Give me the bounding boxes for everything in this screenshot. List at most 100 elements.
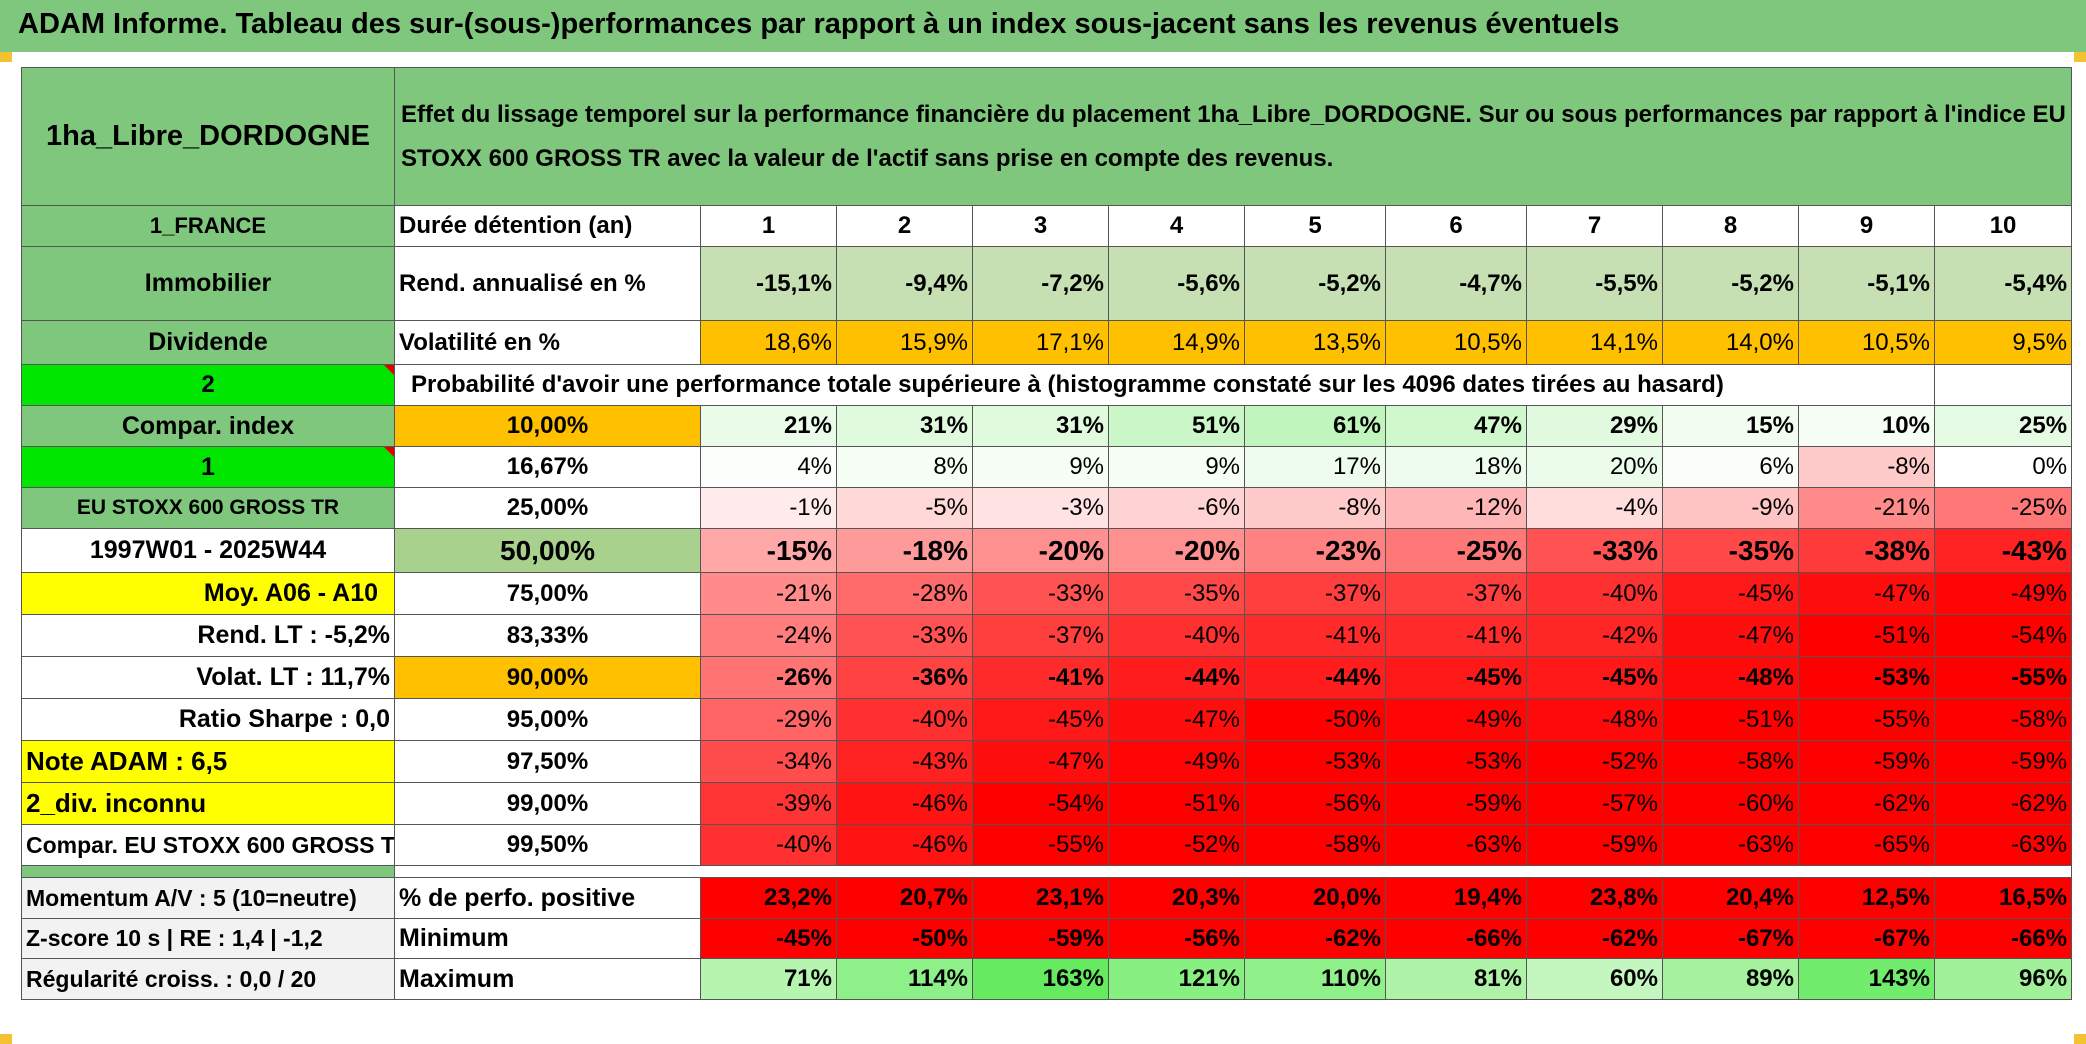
probability-cell: 61% [1244,405,1386,447]
probability-cell: -53% [1244,740,1386,783]
probability-cell: -25% [1385,528,1527,573]
probability-cell: 18% [1385,446,1527,488]
probability-threshold: 83,33% [394,614,701,657]
year-header: 5 [1244,205,1386,247]
probability-cell: -54% [972,782,1109,825]
probability-cell: 31% [972,405,1109,447]
probability-cell: -62% [1798,782,1935,825]
probability-cell: -51% [1108,782,1245,825]
probability-threshold: 50,00% [394,528,701,573]
probability-cell: -9% [1662,487,1799,529]
probability-cell: -37% [972,614,1109,657]
probability-cell: 31% [836,405,973,447]
probability-cell: -63% [1662,824,1799,866]
max-cell: 81% [1385,958,1527,1000]
max-cell: 96% [1933,958,2073,1000]
probability-cell: -20% [1108,528,1245,573]
corner-marker [2074,1034,2086,1044]
probability-cell: 51% [1108,405,1245,447]
rend-cell: -5,5% [1526,246,1663,321]
zscore-label: Z-score 10 s | RE : 1,4 | -1,2 [21,918,395,959]
probability-cell: -18% [836,528,973,573]
probability-cell: -59% [1526,824,1663,866]
pos-cell: 16,5% [1933,877,2073,919]
momentum-label: Momentum A/V : 5 (10=neutre) [21,877,395,919]
probability-cell: -28% [836,572,973,615]
probability-cell: -48% [1526,698,1663,741]
probability-cell: -21% [700,572,837,615]
probability-cell: -23% [1244,528,1386,573]
pos-cell: 12,5% [1798,877,1935,919]
probability-cell: -52% [1108,824,1245,866]
probability-cell: -37% [1385,572,1527,615]
probability-cell: 21% [700,405,837,447]
probability-cell: 0% [1933,446,2073,488]
probability-cell: -59% [1385,782,1527,825]
min-cell: -50% [836,918,973,959]
separator-cell [21,865,395,878]
probability-cell: -58% [1933,698,2073,741]
probability-cell: -55% [1933,656,2073,699]
probability-cell: -29% [700,698,837,741]
corner-marker [2074,52,2086,62]
probability-cell: -8% [1244,487,1386,529]
probability-cell: -33% [836,614,973,657]
probability-cell: -63% [1933,824,2073,866]
probability-cell: -47% [972,740,1109,783]
probability-cell: -24% [700,614,837,657]
min-cell: -67% [1798,918,1935,959]
vol-cell: 14,1% [1526,320,1663,365]
probability-cell: 10% [1798,405,1935,447]
vol-cell: 14,9% [1108,320,1245,365]
vol-cell: 10,5% [1798,320,1935,365]
probability-cell: -40% [1108,614,1245,657]
pos-cell: 23,2% [700,877,837,919]
rend-cell: -5,2% [1244,246,1386,321]
probability-cell: -40% [836,698,973,741]
probability-cell: -21% [1798,487,1935,529]
probability-cell: -58% [1244,824,1386,866]
vol-cell: 15,9% [836,320,973,365]
probability-cell: -62% [1933,782,2073,825]
year-header: 8 [1662,205,1799,247]
min-cell: -62% [1244,918,1386,959]
min-cell: -62% [1526,918,1663,959]
probability-cell: -60% [1662,782,1799,825]
probability-cell: -47% [1108,698,1245,741]
duree-label: Durée détention (an) [394,205,701,247]
performance-table: 1ha_Libre_DORDOGNE Effet du lissage temp… [21,67,2073,1000]
vol-label: Volatilité en % [394,320,701,365]
probability-cell: -5% [836,487,973,529]
probability-cell: -57% [1526,782,1663,825]
year-header: 10 [1933,205,2073,247]
left-label-moy: Moy. A06 - A10 [21,572,395,615]
max-cell: 143% [1798,958,1935,1000]
probability-cell: 15% [1662,405,1799,447]
rend-cell: -15,1% [700,246,837,321]
category-label: Immobilier [21,246,395,321]
probability-cell: -26% [700,656,837,699]
probability-cell: -15% [700,528,837,573]
probability-cell: -41% [1244,614,1386,657]
rend-cell: -4,7% [1385,246,1527,321]
probability-cell: -40% [1526,572,1663,615]
probability-cell: -6% [1108,487,1245,529]
probability-cell: -59% [1933,740,2073,783]
fund-name: 1ha_Libre_DORDOGNE [21,67,395,206]
probability-cell: 6% [1662,446,1799,488]
probability-cell: -3% [972,487,1109,529]
pos-cell: 20,0% [1244,877,1386,919]
year-header: 1 [700,205,837,247]
probability-cell: -51% [1662,698,1799,741]
probability-cell: -47% [1662,614,1799,657]
probability-cell: 4% [700,446,837,488]
rend-cell: -7,2% [972,246,1109,321]
probability-cell: -63% [1385,824,1527,866]
rend-cell: -9,4% [836,246,973,321]
probability-cell: -53% [1385,740,1527,783]
probability-cell: -46% [836,824,973,866]
probability-cell: -44% [1244,656,1386,699]
probability-threshold: 99,50% [394,824,701,866]
probability-cell: 47% [1385,405,1527,447]
probability-cell: -45% [972,698,1109,741]
